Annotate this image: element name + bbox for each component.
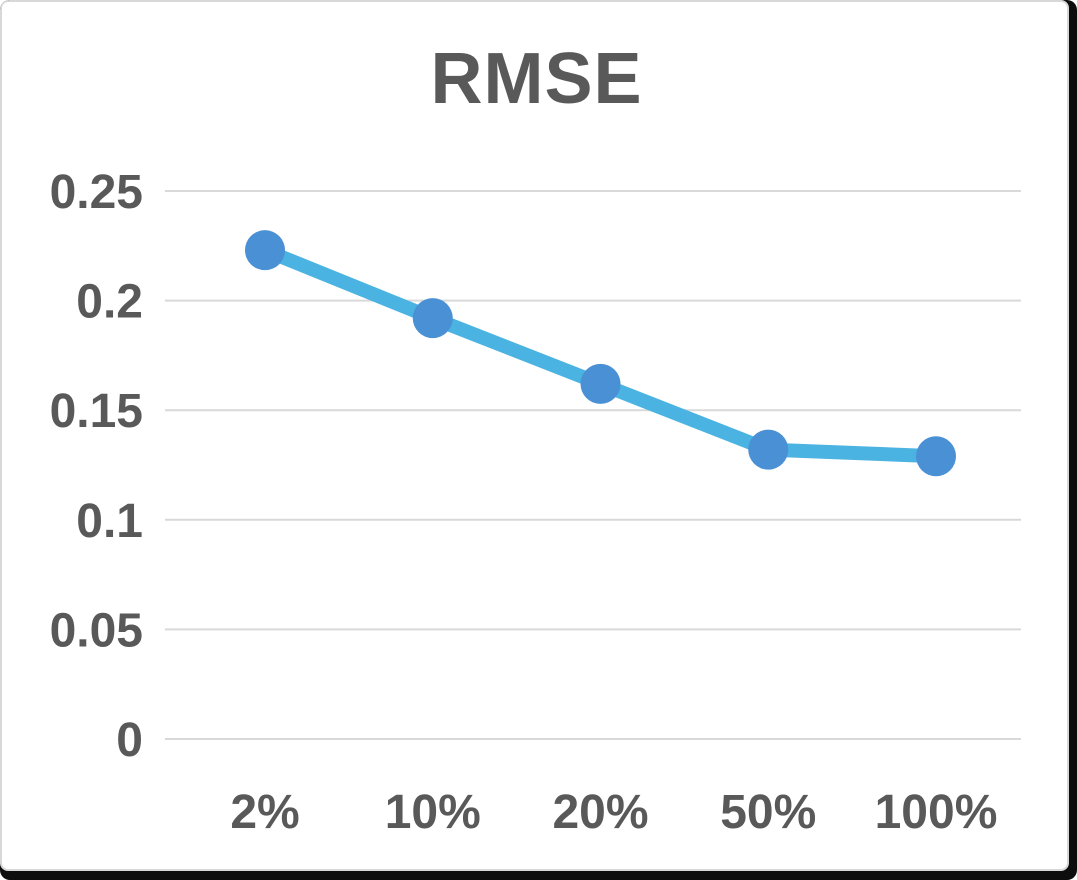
x-axis-tick-label: 2% xyxy=(230,786,299,839)
chart-title: RMSE xyxy=(430,39,643,119)
data-point-marker xyxy=(916,436,956,477)
y-axis-tick-label: 0 xyxy=(116,714,143,767)
x-axis-tick-label: 10% xyxy=(385,786,481,839)
x-axis-tick-label: 100% xyxy=(875,786,998,839)
y-axis-tick-label: 0.05 xyxy=(50,604,143,657)
data-point-marker xyxy=(748,429,789,470)
rmse-line-series xyxy=(258,243,943,464)
y-axis-tick-label: 0.2 xyxy=(76,276,143,329)
y-axis-tick-label: 0.15 xyxy=(50,385,143,438)
x-axis-tick-label: 50% xyxy=(720,786,816,839)
x-axis-tick-label: 20% xyxy=(552,786,648,839)
y-axis-tick-label: 0.1 xyxy=(76,495,143,548)
data-point-marker xyxy=(245,230,285,271)
data-point-marker xyxy=(580,363,621,404)
y-axis-tick-label: 0.25 xyxy=(50,166,143,219)
data-point-marker xyxy=(412,298,453,339)
